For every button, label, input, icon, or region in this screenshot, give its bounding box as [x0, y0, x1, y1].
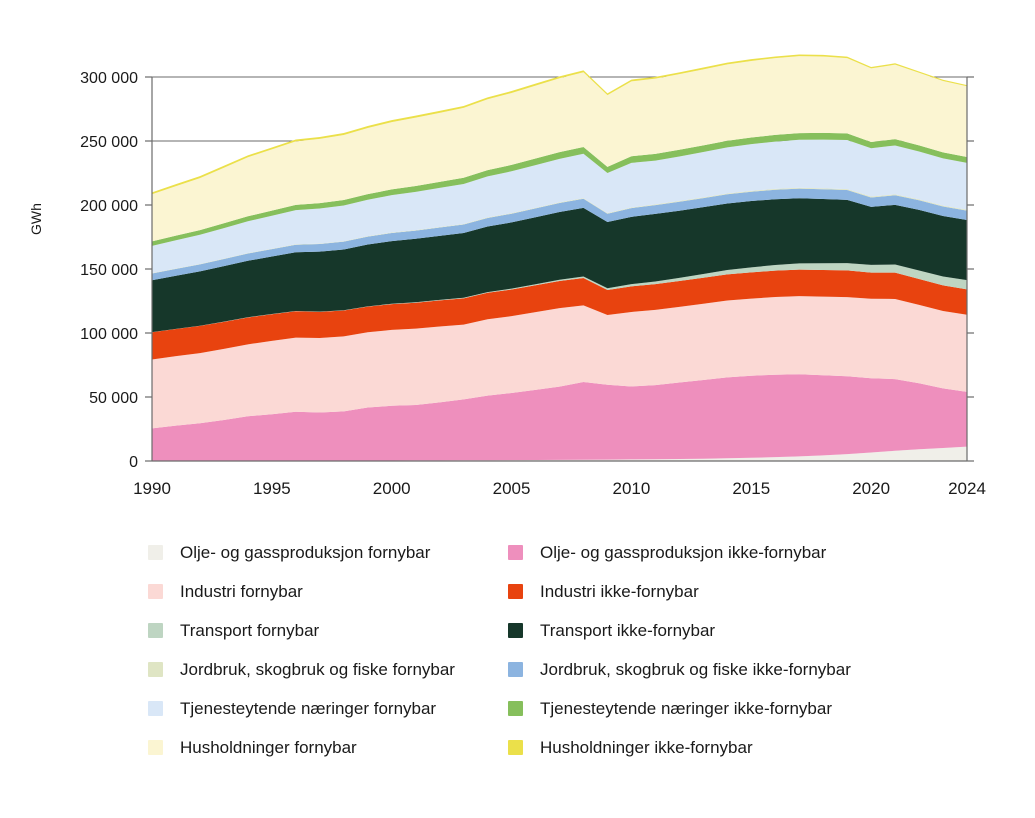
y-tick-label: 300 000	[80, 70, 138, 87]
chart-legend: Olje- og gassproduksjon fornybar Industri…	[0, 533, 1035, 767]
legend-swatch-icon	[148, 740, 163, 755]
legend-item-label: Industri ikke-fornybar	[540, 582, 699, 601]
area-series	[152, 139, 967, 274]
x-axis-ticks: 1990 1995 2000 2005 2010 2015 2020 2024	[133, 479, 986, 498]
legend-item[interactable]: Industri fornybar	[148, 572, 508, 611]
x-tick-label: 2020	[852, 479, 890, 498]
legend-item[interactable]: Tjenesteytende næringer ikke-fornybar	[508, 689, 1035, 728]
legend-item-label: Olje- og gassproduksjon ikke-fornybar	[540, 543, 827, 562]
y-tick-label: 0	[129, 454, 138, 471]
y-tick-label: 100 000	[80, 326, 138, 343]
y-tick-label: 250 000	[80, 134, 138, 151]
legend-swatch-icon	[148, 545, 163, 560]
legend-item-label: Jordbruk, skogbruk og fiske ikke-fornyba…	[540, 660, 851, 679]
legend-swatch-icon	[148, 584, 163, 599]
y-tick-label: 50 000	[89, 390, 138, 407]
area-series	[152, 198, 967, 333]
legend-item[interactable]: Transport ikke-fornybar	[508, 611, 1035, 650]
legend-swatch-icon	[508, 545, 523, 560]
legend-column-ikke-fornybar: Olje- og gassproduksjon ikke-fornybar Ind…	[508, 533, 1035, 767]
area-series	[152, 446, 967, 461]
legend-item-label: Olje- og gassproduksjon fornybar	[180, 543, 431, 562]
plot-svg: 0 50 000 100 000 150 000 200 000 250 000 300 0…	[80, 54, 986, 498]
legend-swatch-icon	[508, 584, 523, 599]
legend-item-label: Industri fornybar	[180, 582, 303, 601]
x-tick-label: 2005	[493, 479, 531, 498]
legend-item-label: Jordbruk, skogbruk og fiske fornybar	[180, 660, 455, 679]
legend-item-label: Tjenesteytende næringer fornybar	[180, 699, 437, 718]
legend-item[interactable]: Husholdninger fornybar	[148, 728, 508, 767]
area-series	[152, 263, 967, 333]
x-tick-label: 2015	[732, 479, 770, 498]
legend-item[interactable]: Jordbruk, skogbruk og fiske ikke-fornyba…	[508, 650, 1035, 689]
x-tick-label: 1990	[133, 479, 171, 498]
legend-column-fornybar: Olje- og gassproduksjon fornybar Industri…	[148, 533, 508, 767]
y-tick-label: 150 000	[80, 262, 138, 279]
legend-swatch-icon	[508, 623, 523, 638]
legend-swatch-icon	[148, 662, 163, 677]
legend-item[interactable]: Jordbruk, skogbruk og fiske fornybar	[148, 650, 508, 689]
area-series	[152, 374, 967, 461]
legend-item-label: Husholdninger fornybar	[180, 738, 357, 757]
legend-item-label: Transport fornybar	[180, 621, 320, 640]
legend-item[interactable]: Tjenesteytende næringer fornybar	[148, 689, 508, 728]
legend-item[interactable]: Olje- og gassproduksjon ikke-fornybar	[508, 533, 1035, 572]
area-series	[152, 56, 967, 242]
legend-item-label: Husholdninger ikke-fornybar	[540, 738, 753, 757]
stacked-area-chart: GWh 0 50 000 100 000 150 000 200 000 250 000 3…	[28, 54, 986, 498]
area-series	[152, 296, 967, 429]
legend-swatch-icon	[148, 701, 163, 716]
x-tick-label: 2000	[373, 479, 411, 498]
x-tick-label: 1995	[253, 479, 291, 498]
legend-swatch-icon	[508, 662, 523, 677]
legend-item[interactable]: Transport fornybar	[148, 611, 508, 650]
y-axis-ticks: 0 50 000 100 000 150 000 200 000 250 000 300 0…	[80, 70, 974, 471]
legend-swatch-icon	[148, 623, 163, 638]
area-series	[152, 132, 967, 246]
legend-item-label: Transport ikke-fornybar	[540, 621, 716, 640]
legend-item[interactable]: Olje- og gassproduksjon fornybar	[148, 533, 508, 572]
legend-item[interactable]: Husholdninger ikke-fornybar	[508, 728, 1035, 767]
x-tick-label: 2010	[612, 479, 650, 498]
y-tick-label: 200 000	[80, 198, 138, 215]
legend-item[interactable]: Industri ikke-fornybar	[508, 572, 1035, 611]
area-series	[152, 188, 967, 281]
legend-swatch-icon	[508, 740, 523, 755]
legend-item-label: Tjenesteytende næringer ikke-fornybar	[540, 699, 832, 718]
legend-swatch-icon	[508, 701, 523, 716]
area-series	[152, 269, 967, 360]
area-series-group	[152, 54, 967, 461]
x-tick-label: 2024	[948, 479, 986, 498]
